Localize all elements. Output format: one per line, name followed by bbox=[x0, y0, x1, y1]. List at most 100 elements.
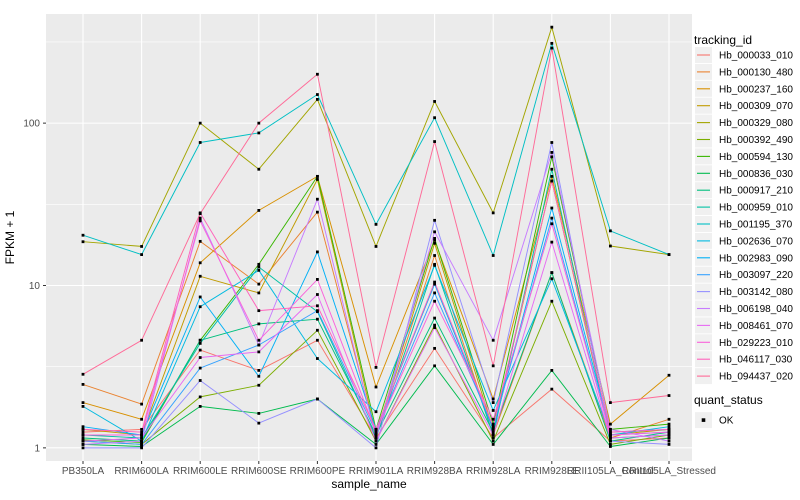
data-point bbox=[609, 422, 612, 426]
data-point bbox=[550, 277, 554, 281]
data-point bbox=[140, 338, 143, 342]
y-axis-title: FPKM + 1 bbox=[3, 210, 17, 264]
data-point bbox=[316, 93, 319, 96]
legend-label-Hb_002636_070: Hb_002636_070 bbox=[719, 236, 793, 247]
data-point bbox=[433, 323, 436, 327]
data-point bbox=[316, 197, 319, 201]
data-point bbox=[198, 141, 202, 144]
data-point bbox=[433, 282, 436, 286]
data-point bbox=[374, 443, 378, 446]
data-point bbox=[550, 46, 554, 50]
data-point bbox=[198, 261, 202, 265]
x-axis-title: sample_name bbox=[331, 477, 407, 491]
data-point bbox=[81, 446, 85, 450]
data-point bbox=[433, 238, 436, 242]
data-point bbox=[491, 211, 495, 215]
data-point bbox=[550, 174, 554, 178]
data-point bbox=[316, 309, 319, 313]
data-point bbox=[491, 422, 495, 426]
data-point bbox=[257, 268, 261, 272]
data-point bbox=[140, 439, 143, 443]
data-point bbox=[316, 72, 319, 76]
legend-label-Hb_003097_220: Hb_003097_220 bbox=[719, 270, 793, 281]
data-point bbox=[550, 216, 554, 220]
legend-label-Hb_003142_080: Hb_003142_080 bbox=[719, 287, 793, 298]
data-point bbox=[433, 291, 436, 295]
data-point bbox=[316, 98, 319, 101]
data-point bbox=[433, 241, 436, 245]
data-point bbox=[374, 430, 378, 434]
data-point bbox=[257, 265, 261, 269]
data-point bbox=[198, 274, 202, 278]
legend-title-tracking-id: tracking_id bbox=[694, 33, 752, 47]
data-point bbox=[198, 295, 202, 299]
x-axis-tick-label: RRII105LA_Stressed bbox=[622, 466, 716, 477]
x-axis-tick-label: RRIM901LA bbox=[349, 466, 404, 477]
data-point bbox=[140, 245, 143, 248]
data-point bbox=[257, 350, 261, 354]
data-point bbox=[550, 179, 554, 183]
legend-label-Hb_000594_130: Hb_000594_130 bbox=[719, 152, 793, 163]
data-point bbox=[433, 140, 436, 143]
data-point bbox=[198, 366, 202, 370]
data-point bbox=[609, 244, 612, 248]
data-point bbox=[550, 206, 554, 210]
data-point bbox=[257, 209, 261, 212]
x-axis-tick-label: PB350LA bbox=[62, 466, 105, 477]
data-point bbox=[667, 443, 671, 446]
x-axis-tick-label: RRIM600SE bbox=[231, 466, 287, 477]
data-point bbox=[550, 271, 554, 275]
data-point bbox=[81, 425, 85, 429]
data-point bbox=[491, 338, 495, 342]
data-point bbox=[140, 253, 143, 256]
data-point bbox=[433, 280, 436, 284]
data-point bbox=[374, 433, 378, 437]
legend-label-Hb_000237_160: Hb_000237_160 bbox=[719, 84, 793, 95]
data-point bbox=[433, 237, 436, 240]
data-point bbox=[667, 425, 671, 429]
data-point bbox=[81, 436, 85, 440]
data-point bbox=[374, 439, 378, 443]
legend-label-Hb_046117_030: Hb_046117_030 bbox=[719, 355, 793, 366]
legend-label-Hb_001195_370: Hb_001195_370 bbox=[719, 220, 793, 231]
data-point bbox=[491, 397, 495, 401]
legend-label-Hb_000959_010: Hb_000959_010 bbox=[719, 203, 793, 214]
data-point bbox=[81, 382, 85, 386]
data-point bbox=[81, 443, 85, 446]
data-point bbox=[550, 151, 554, 154]
data-point bbox=[433, 218, 436, 222]
data-point bbox=[257, 131, 261, 135]
data-point bbox=[198, 219, 202, 223]
data-point bbox=[550, 387, 554, 391]
data-point bbox=[81, 430, 85, 434]
data-point bbox=[433, 299, 436, 303]
data-point bbox=[550, 368, 554, 372]
data-point bbox=[609, 430, 612, 434]
data-point bbox=[198, 356, 202, 359]
data-point bbox=[257, 121, 261, 125]
data-point bbox=[609, 427, 612, 431]
data-point bbox=[491, 425, 495, 429]
data-point bbox=[257, 374, 261, 378]
data-point bbox=[433, 346, 436, 350]
data-point bbox=[433, 100, 436, 103]
ok-marker-icon bbox=[701, 418, 706, 422]
data-point bbox=[550, 240, 554, 244]
data-point bbox=[257, 343, 261, 347]
data-point bbox=[257, 383, 261, 387]
data-point bbox=[433, 326, 436, 330]
data-point bbox=[667, 436, 671, 440]
data-point bbox=[140, 443, 143, 446]
data-point bbox=[316, 174, 319, 178]
data-point bbox=[198, 216, 202, 220]
data-point bbox=[198, 405, 202, 408]
data-point bbox=[550, 222, 554, 226]
data-point bbox=[609, 439, 612, 443]
data-point bbox=[609, 401, 612, 405]
data-point bbox=[433, 116, 436, 120]
data-point bbox=[491, 401, 495, 405]
legend-label-Hb_000392_490: Hb_000392_490 bbox=[719, 135, 793, 146]
x-axis-tick-label: RRIM928LE bbox=[525, 466, 580, 477]
